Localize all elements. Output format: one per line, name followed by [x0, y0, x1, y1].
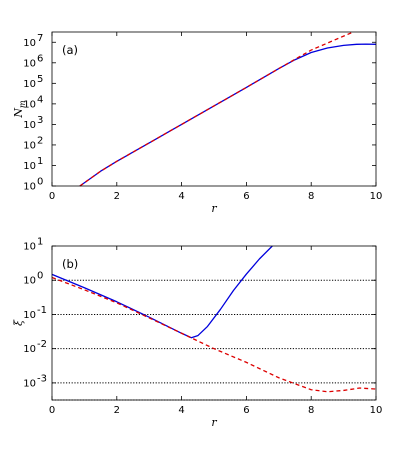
y-tick-exponent: -2	[37, 339, 47, 350]
plot-frame	[51, 245, 377, 401]
x-tick-label: 10	[370, 405, 383, 416]
series-solid-line	[79, 43, 377, 187]
y-tick-label: 10	[23, 79, 36, 90]
x-tick-label: 2	[114, 191, 120, 202]
series-solid-line	[51, 245, 273, 339]
y-tick-label: 10	[23, 38, 36, 49]
x-tick-label: 6	[243, 191, 249, 202]
x-tick-label: 8	[308, 191, 314, 202]
x-tick-label: 8	[308, 405, 314, 416]
y-tick-exponent: 4	[37, 94, 43, 105]
x-tick-label: 4	[178, 191, 184, 202]
y-tick-label: 10	[23, 310, 36, 321]
y-tick-exponent: 0	[37, 271, 43, 282]
top-mask	[51, 2, 377, 32]
x-axis-label: r	[211, 202, 217, 215]
y-tick-label: 10	[23, 99, 36, 110]
panel-label: (a)	[62, 43, 78, 57]
series-dashed-line	[51, 276, 377, 393]
y-tick-exponent: 1	[37, 237, 43, 248]
x-tick-label: 10	[370, 191, 383, 202]
x-tick-label: 0	[49, 191, 55, 202]
panel-label: (b)	[62, 257, 78, 271]
y-tick-label: 10	[23, 140, 36, 151]
y-tick-exponent: 5	[37, 74, 43, 85]
y-tick-exponent: 7	[37, 33, 43, 44]
x-tick-label: 6	[243, 405, 249, 416]
y-tick-exponent: 6	[37, 53, 43, 64]
y-tick-exponent: 2	[37, 135, 43, 146]
plot-frame	[51, 31, 377, 187]
y-tick-label: 10	[23, 378, 36, 389]
y-tick-label: 10	[23, 120, 36, 131]
y-tick-label: 10	[23, 58, 36, 69]
series-dashed-line	[79, 31, 354, 187]
y-tick-label: 10	[23, 182, 36, 193]
y-tick-label: 10	[23, 242, 36, 253]
y-axis-label: ξ	[12, 319, 25, 326]
y-tick-label: 10	[23, 161, 36, 172]
y-axis-label: Nm	[12, 100, 27, 119]
y-tick-exponent: 3	[37, 115, 43, 126]
x-tick-label: 2	[114, 405, 120, 416]
y-tick-exponent: 0	[37, 177, 43, 188]
y-tick-exponent: 1	[37, 156, 43, 167]
top-mask	[51, 216, 377, 246]
y-tick-exponent: -3	[37, 373, 47, 384]
x-tick-label: 4	[178, 405, 184, 416]
y-tick-label: 10	[23, 344, 36, 355]
x-tick-label: 0	[49, 405, 55, 416]
y-tick-label: 10	[23, 276, 36, 287]
y-tick-exponent: -1	[37, 305, 47, 316]
x-axis-label: r	[211, 416, 217, 429]
